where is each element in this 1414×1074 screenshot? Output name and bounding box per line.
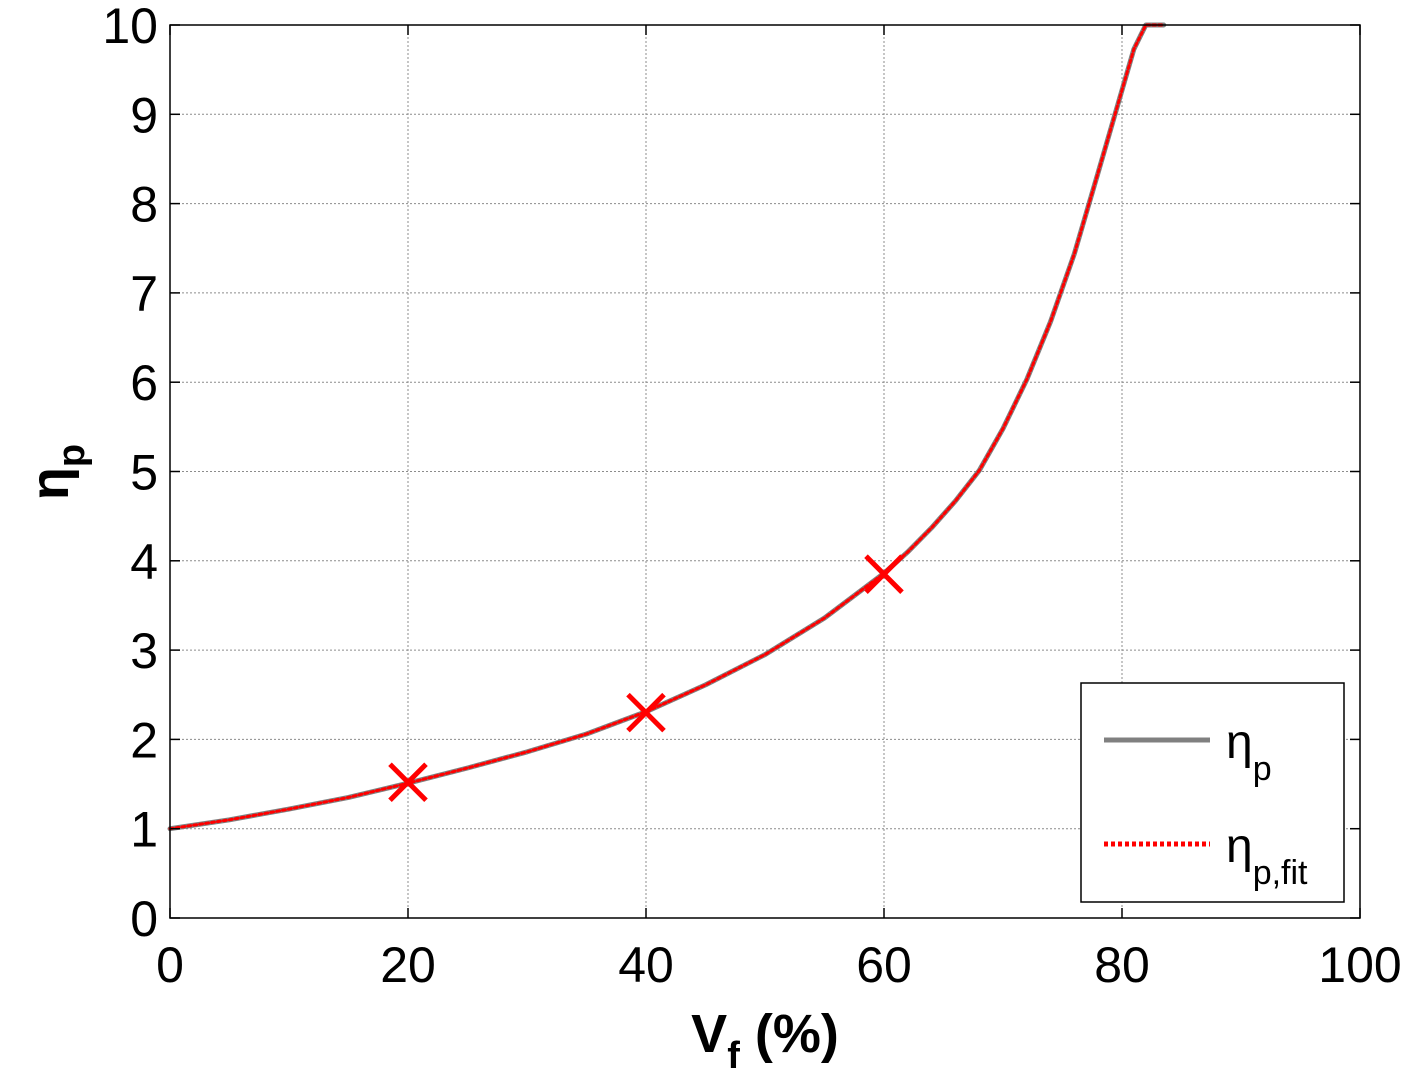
markers-layer: [388, 554, 904, 803]
y-tick-label: 1: [130, 802, 158, 858]
series-line-1: [168, 23, 1166, 831]
x-marker-stroke: [864, 554, 904, 594]
x-tick-label: 40: [618, 937, 674, 993]
legend-label-eta-p-fit: ηp,fit: [1226, 820, 1308, 892]
series-layer: [167, 22, 1167, 832]
y-tick-label: 7: [130, 266, 158, 322]
y-tick-label: 10: [102, 0, 158, 54]
x-marker-stroke: [626, 692, 666, 733]
x-marker: [626, 692, 666, 733]
legend-label-eta-p: ηp: [1226, 716, 1272, 788]
x-tick-label: 80: [1094, 937, 1150, 993]
y-axis-title: ηp: [20, 444, 93, 500]
x-marker: [388, 762, 428, 803]
y-tick-label: 8: [130, 177, 158, 233]
y-tick-label: 3: [130, 623, 158, 679]
x-marker: [864, 554, 904, 594]
y-tick-label: 0: [130, 891, 158, 947]
x-tick-label: 60: [856, 937, 912, 993]
x-tick-label: 100: [1318, 937, 1401, 993]
x-marker-stroke: [388, 762, 428, 803]
y-tick-label: 2: [130, 712, 158, 768]
x-tick-label: 20: [380, 937, 436, 993]
legend-box: [1080, 682, 1345, 903]
x-ticks: 0 20 40 60 80 100: [156, 25, 1402, 993]
y-tick-label: 9: [130, 87, 158, 143]
x-tick-label: 0: [156, 937, 184, 993]
y-tick-label: 6: [130, 355, 158, 411]
y-tick-label: 5: [130, 445, 158, 501]
y-ticks: 0 1 2 3 4 5 6 7 8 9 10: [102, 0, 1360, 947]
x-axis-title: Vf (%): [691, 1004, 839, 1074]
y-tick-label: 4: [130, 534, 158, 590]
legend: ηp ηp,fit: [1080, 682, 1345, 903]
